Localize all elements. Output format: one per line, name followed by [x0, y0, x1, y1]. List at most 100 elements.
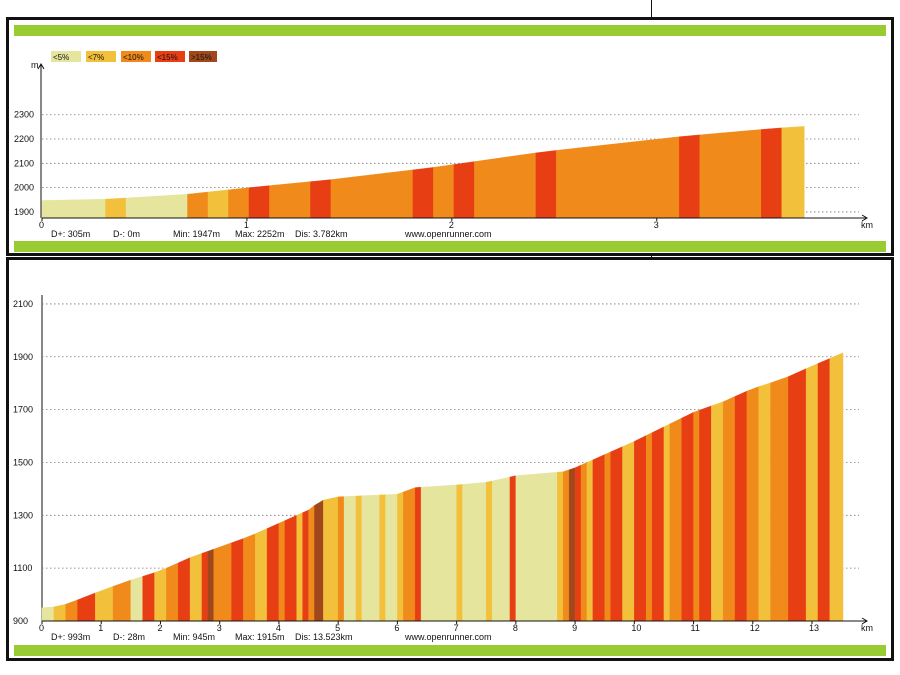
stat-min: Min: 1947m: [173, 229, 220, 239]
legend-swatch: [189, 51, 217, 62]
x-tick-label: 0: [39, 220, 44, 230]
gradient-segment: [337, 496, 345, 622]
stat-dis: Dis: 13.523km: [295, 632, 353, 642]
gradient-segment: [746, 386, 759, 622]
gradient-segment: [711, 401, 724, 622]
cursor-line-top: [651, 0, 652, 17]
y-tick-label: 1900: [14, 207, 34, 217]
gradient-segment: [266, 522, 280, 622]
gradient-segment: [95, 586, 114, 622]
y-tick-label: 2000: [14, 183, 34, 193]
gradient-segment: [77, 592, 96, 622]
legend-swatch: [86, 51, 116, 62]
gradient-segment: [515, 471, 558, 622]
y-tick-label: 1900: [13, 352, 33, 362]
gradient-segment: [310, 179, 332, 219]
y-tick-label: 1300: [13, 510, 33, 520]
y-tick-label: 1500: [13, 457, 33, 467]
gradient-segment: [41, 606, 55, 622]
stat-d-minus: D-: 28m: [113, 632, 145, 642]
gradient-segment: [634, 435, 647, 622]
gradient-segment: [255, 528, 268, 622]
gradient-segment: [770, 376, 789, 622]
x-tick-label: 12: [750, 623, 760, 633]
gradient-segment: [323, 496, 339, 622]
gradient-segment: [201, 550, 209, 622]
gradient-segment: [556, 136, 680, 219]
x-tick-label: 9: [572, 623, 577, 633]
gradient-segment: [125, 193, 188, 219]
gradient-segment: [679, 134, 700, 219]
gradient-segment: [296, 512, 303, 622]
x-tick-label: 2: [449, 220, 454, 230]
gradient-segment: [568, 467, 576, 622]
legend-label: <7%: [88, 53, 104, 62]
gradient-segment: [361, 494, 380, 622]
y-tick-label: 1100: [13, 563, 32, 573]
gradient-segment: [817, 358, 830, 622]
x-tick-label: 4: [276, 623, 281, 633]
gradient-segment: [41, 198, 106, 219]
x-tick-label: 6: [394, 623, 399, 633]
gradient-segment: [433, 164, 455, 219]
gradient-segment: [403, 487, 416, 622]
gradient-segment: [243, 533, 256, 622]
gradient-segment: [154, 567, 167, 622]
gradient-segment: [284, 515, 297, 622]
gradient-segment: [308, 504, 315, 622]
gradient-segment: [343, 495, 357, 622]
gradient-segment: [651, 426, 665, 622]
x-axis-arrow: [861, 214, 868, 222]
x-tick-label: 13: [809, 623, 819, 633]
profile-chart-top: <5% <7% <10% <15% >15% m 1900 2000 2100 2200 2300 k…: [14, 51, 873, 239]
gradient-segment: [645, 432, 653, 622]
x-tick-label: 11: [691, 623, 700, 633]
gradient-segment: [231, 538, 244, 622]
gradient-segment: [509, 475, 517, 622]
legend-label: <10%: [123, 53, 144, 62]
stat-site[interactable]: www.openrunner.com: [404, 229, 492, 239]
legend-label: <5%: [53, 53, 69, 62]
gradient-segment: [610, 446, 623, 622]
y-axis-arrow: [37, 63, 45, 70]
gradient-segment: [535, 150, 557, 219]
gradient-segment: [622, 441, 635, 622]
gradient-segment: [453, 161, 475, 219]
elevation-profile-bottom: 900 1100 1300 1500 1700 1900 2100 km 0 1 2 3 4 5 6 7 8 9 1…: [6, 257, 894, 661]
legend-label: <15%: [157, 53, 178, 62]
elevation-profile-top: <5% <7% <10% <15% >15% m 1900 2000 2100 2200 2300 k…: [6, 17, 894, 256]
gradient-segment: [189, 553, 203, 622]
stat-site[interactable]: www.openrunner.com: [404, 632, 492, 642]
gradient-segment: [112, 579, 132, 622]
gradient-segment: [781, 126, 805, 219]
gradient-segment: [53, 604, 66, 622]
gradient-segment: [105, 197, 127, 219]
header-bar: [14, 25, 886, 36]
gradient-segment: [474, 152, 537, 219]
legend-swatch: [155, 51, 185, 62]
y-unit-label: m: [31, 60, 39, 70]
gradient-segment: [302, 509, 309, 622]
gradient-segment: [397, 491, 404, 622]
gradient-segment: [207, 548, 214, 622]
gradient-segment: [330, 169, 414, 219]
stat-dis: Dis: 3.782km: [295, 229, 348, 239]
gradient-segment: [586, 459, 594, 622]
gradient-segment: [355, 495, 363, 622]
gradient-segment: [761, 127, 782, 219]
gradient-segment: [699, 129, 762, 219]
gradient-segment: [187, 191, 209, 219]
gradient-segment: [491, 476, 511, 622]
gradient-segment: [574, 464, 582, 622]
gradient-segment: [213, 542, 232, 622]
stat-max: Max: 1915m: [235, 632, 285, 642]
gradient-segment: [722, 396, 736, 622]
gradient-segment: [178, 557, 191, 622]
x-tick-label: 1: [98, 623, 103, 633]
gradient-segment: [385, 493, 398, 622]
x-tick-label: 3: [217, 623, 222, 633]
x-tick-label: 8: [513, 623, 518, 633]
gradient-segment: [592, 454, 605, 622]
y-tick-label: 2300: [14, 110, 34, 120]
x-unit-label: km: [861, 623, 873, 633]
